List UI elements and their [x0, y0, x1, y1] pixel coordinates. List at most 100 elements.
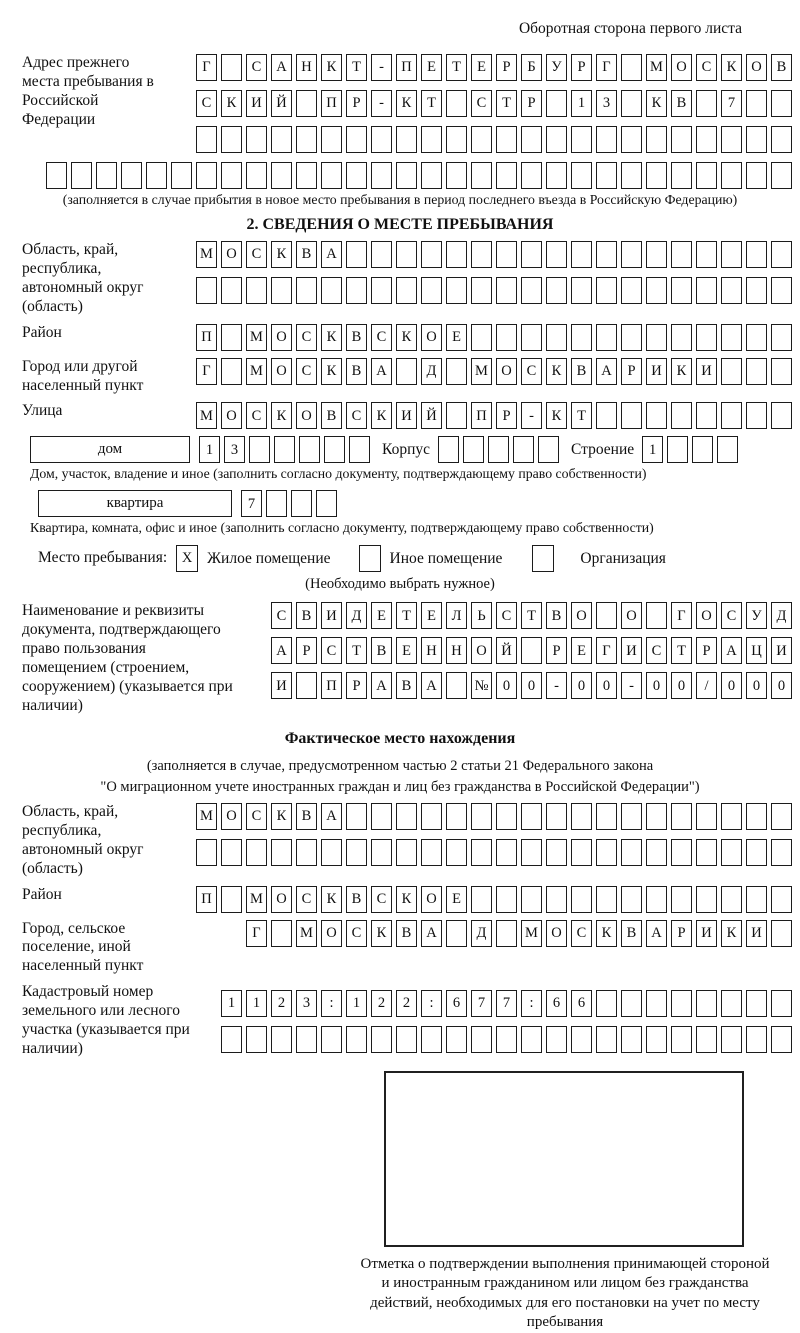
char-box[interactable]: [446, 838, 467, 866]
char-box[interactable]: 1: [199, 436, 220, 464]
char-box[interactable]: У: [546, 54, 567, 81]
char-box[interactable]: С: [721, 602, 742, 630]
char-box[interactable]: О: [421, 885, 442, 913]
char-box[interactable]: [771, 838, 792, 866]
char-box[interactable]: В: [296, 241, 317, 268]
char-box[interactable]: [621, 838, 642, 866]
char-box[interactable]: С: [346, 919, 367, 947]
char-box[interactable]: [646, 838, 667, 866]
char-box[interactable]: 7: [471, 989, 492, 1017]
char-box[interactable]: [249, 436, 270, 464]
char-box[interactable]: 3: [296, 989, 317, 1017]
char-box[interactable]: [671, 885, 692, 913]
char-box[interactable]: :: [521, 989, 542, 1017]
char-box[interactable]: [696, 838, 717, 866]
char-box[interactable]: 0: [671, 672, 692, 700]
char-box[interactable]: Т: [571, 402, 592, 430]
char-box[interactable]: [596, 602, 617, 630]
char-box[interactable]: [696, 162, 717, 189]
char-box[interactable]: [771, 357, 792, 385]
char-box[interactable]: С: [246, 802, 267, 830]
char-box[interactable]: [221, 357, 242, 385]
char-box[interactable]: [446, 241, 467, 268]
char-box[interactable]: М: [196, 402, 217, 430]
char-box[interactable]: К: [396, 90, 417, 117]
char-box[interactable]: В: [396, 919, 417, 947]
char-box[interactable]: [771, 885, 792, 913]
char-box[interactable]: Й: [421, 402, 442, 430]
char-box[interactable]: Г: [246, 919, 267, 947]
char-box[interactable]: [316, 490, 337, 518]
char-box[interactable]: [646, 885, 667, 913]
char-box[interactable]: С: [246, 54, 267, 81]
char-box[interactable]: О: [271, 885, 292, 913]
char-box[interactable]: [196, 277, 217, 304]
char-box[interactable]: [271, 838, 292, 866]
char-box[interactable]: К: [671, 357, 692, 385]
char-box[interactable]: [246, 277, 267, 304]
char-box[interactable]: С: [646, 637, 667, 665]
char-box[interactable]: С: [496, 602, 517, 630]
checkbox-organization[interactable]: [532, 545, 555, 573]
char-box[interactable]: -: [521, 402, 542, 430]
char-box[interactable]: [296, 838, 317, 866]
char-box[interactable]: [346, 126, 367, 153]
char-box[interactable]: [721, 838, 742, 866]
char-box[interactable]: [421, 838, 442, 866]
char-box[interactable]: [621, 241, 642, 268]
char-box[interactable]: [471, 241, 492, 268]
char-box[interactable]: [271, 1025, 292, 1053]
char-box[interactable]: А: [371, 672, 392, 700]
char-box[interactable]: Г: [596, 637, 617, 665]
char-box[interactable]: В: [546, 602, 567, 630]
char-box[interactable]: 7: [496, 989, 517, 1017]
char-box[interactable]: [621, 802, 642, 830]
char-box[interactable]: Й: [496, 637, 517, 665]
char-box[interactable]: [296, 90, 317, 117]
char-box[interactable]: Т: [346, 54, 367, 81]
char-box[interactable]: [521, 1025, 542, 1053]
char-box[interactable]: И: [696, 919, 717, 947]
char-box[interactable]: А: [271, 637, 292, 665]
char-box[interactable]: -: [546, 672, 567, 700]
char-box[interactable]: 6: [546, 989, 567, 1017]
char-box[interactable]: С: [696, 54, 717, 81]
char-box[interactable]: [746, 162, 767, 189]
char-box[interactable]: [571, 126, 592, 153]
char-box[interactable]: В: [771, 54, 792, 81]
char-box[interactable]: [646, 241, 667, 268]
char-box[interactable]: [266, 490, 287, 518]
char-box[interactable]: М: [246, 357, 267, 385]
char-box[interactable]: [696, 402, 717, 430]
char-box[interactable]: С: [371, 323, 392, 351]
char-box[interactable]: С: [571, 919, 592, 947]
char-box[interactable]: Н: [296, 54, 317, 81]
char-box[interactable]: К: [271, 802, 292, 830]
char-box[interactable]: [696, 90, 717, 117]
char-box[interactable]: А: [321, 241, 342, 268]
char-box[interactable]: И: [746, 919, 767, 947]
char-box[interactable]: Л: [446, 602, 467, 630]
char-box[interactable]: [746, 885, 767, 913]
char-box[interactable]: Т: [446, 54, 467, 81]
char-box[interactable]: [596, 989, 617, 1017]
char-box[interactable]: Е: [571, 637, 592, 665]
char-box[interactable]: Н: [446, 637, 467, 665]
char-box[interactable]: [521, 838, 542, 866]
char-box[interactable]: 1: [346, 989, 367, 1017]
char-box[interactable]: [771, 162, 792, 189]
char-box[interactable]: В: [346, 885, 367, 913]
char-box[interactable]: 7: [241, 490, 262, 518]
char-box[interactable]: [396, 802, 417, 830]
char-box[interactable]: К: [371, 919, 392, 947]
char-box[interactable]: [646, 323, 667, 351]
char-box[interactable]: [721, 885, 742, 913]
char-box[interactable]: [496, 885, 517, 913]
char-box[interactable]: Е: [446, 323, 467, 351]
char-box[interactable]: [321, 162, 342, 189]
char-box[interactable]: С: [196, 90, 217, 117]
char-box[interactable]: [471, 126, 492, 153]
char-box[interactable]: Д: [421, 357, 442, 385]
char-box[interactable]: 0: [746, 672, 767, 700]
char-box[interactable]: С: [271, 602, 292, 630]
